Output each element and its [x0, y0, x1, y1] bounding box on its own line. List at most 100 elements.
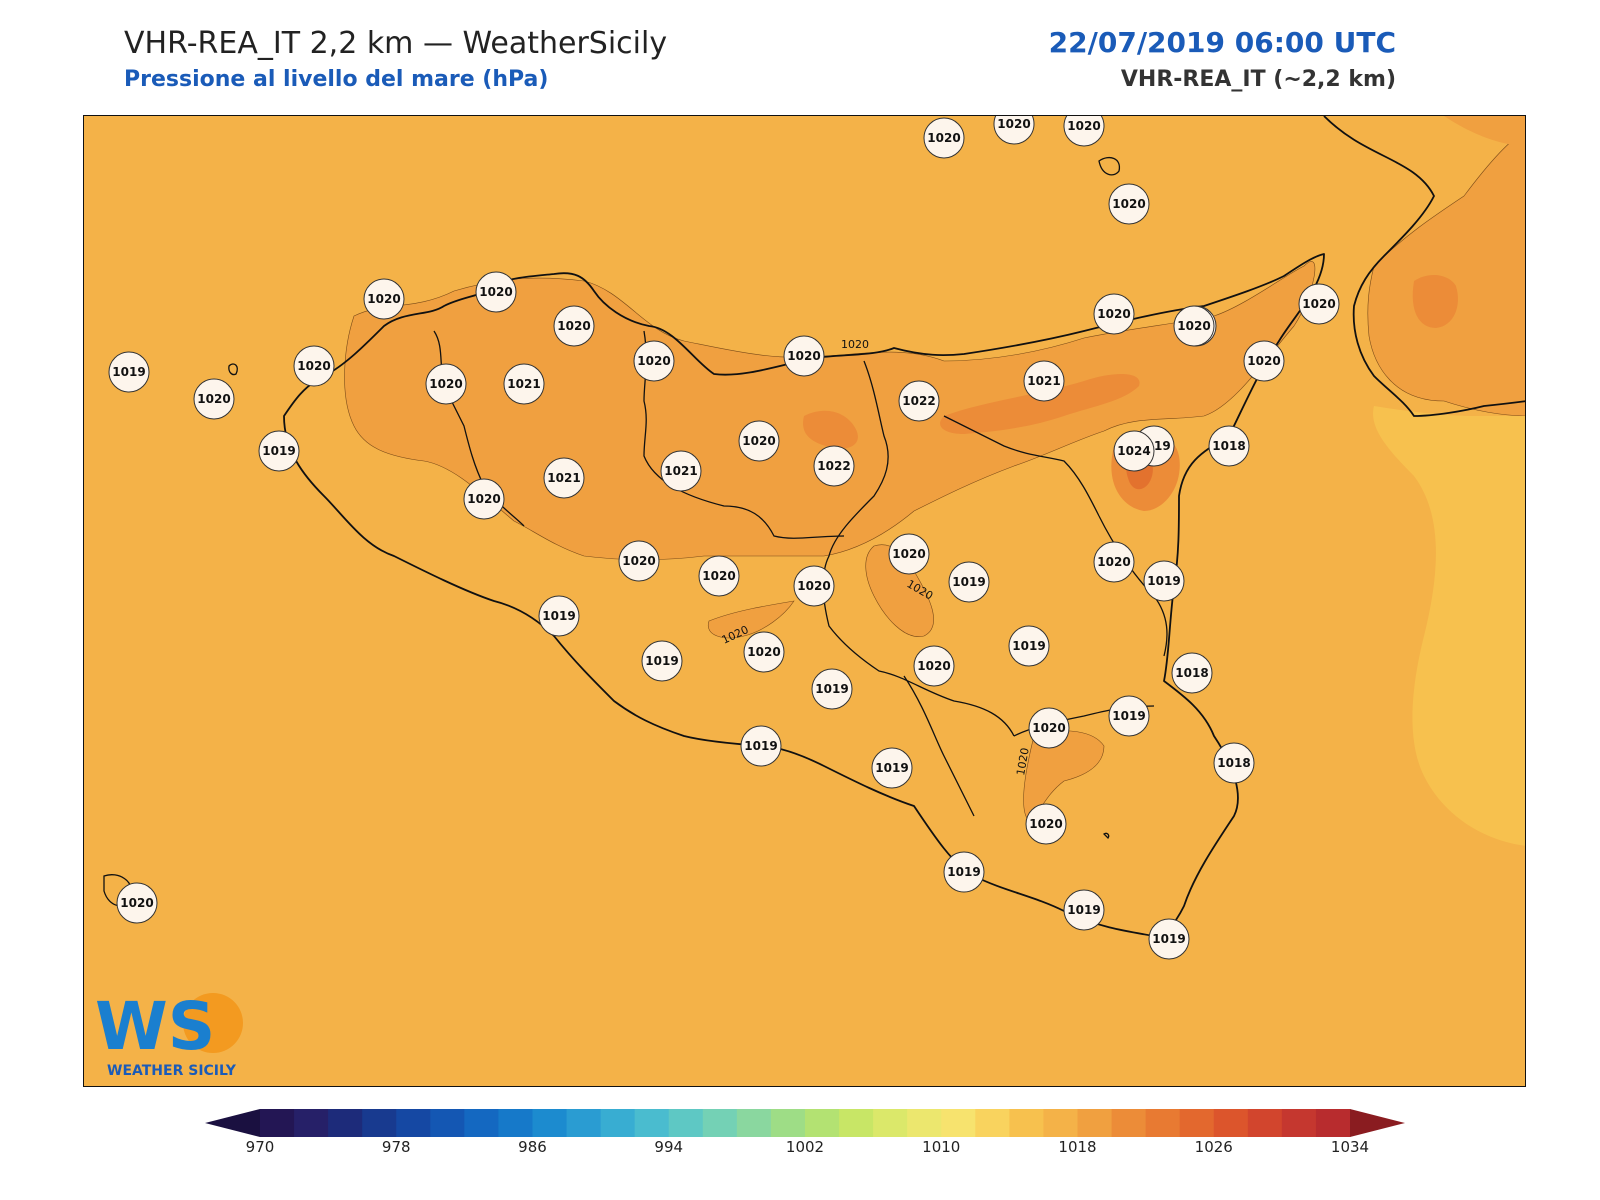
weathersicily-logo: WS WEATHER SICILY — [95, 988, 243, 1079]
station-value: 1018 — [1175, 666, 1208, 680]
station-value: 1020 — [747, 645, 780, 659]
station-circle — [993, 116, 1035, 145]
colorbar-swatch — [668, 1109, 704, 1137]
station-marker: 1020 — [1298, 283, 1340, 325]
station-marker: 1019 — [1148, 918, 1190, 960]
station-marker: 1020 — [363, 278, 405, 320]
station-circle — [1208, 425, 1250, 467]
colorbar-tick-label: 1010 — [922, 1138, 961, 1156]
field-zone-1021-ne — [1444, 116, 1525, 146]
station-circle — [538, 595, 580, 637]
station-circle — [1243, 340, 1285, 382]
station-marker: 1018 — [1213, 742, 1255, 784]
station-marker: 1020 — [783, 335, 825, 377]
station-marker: 1020 — [923, 117, 965, 159]
station-value: 1020 — [1177, 319, 1210, 333]
colorbar-swatch — [1281, 1109, 1317, 1137]
colorbar-tick-label: 994 — [654, 1138, 684, 1156]
map-subtitle: Pressione al livello del mare (hPa) — [124, 67, 549, 92]
station-circle — [293, 345, 335, 387]
station-circle — [793, 565, 835, 607]
station-value: 1020 — [1032, 721, 1065, 735]
station-value: 1019 — [1067, 903, 1100, 917]
colorbar-tick-label: 986 — [518, 1138, 547, 1156]
station-circle — [553, 305, 595, 347]
station-value: 1020 — [927, 131, 960, 145]
colorbar-swatch — [328, 1109, 363, 1137]
colorbar-swatch — [941, 1109, 976, 1137]
station-value: 1020 — [429, 377, 462, 391]
station-circle — [1093, 293, 1135, 335]
contour-label: 1020 — [1014, 747, 1032, 777]
station-marker: 1020 — [116, 882, 158, 924]
station-circle — [743, 631, 785, 673]
station-marker: 1019 — [1063, 889, 1105, 931]
station-marker: 1018 — [1171, 652, 1213, 694]
station-marker: 1019 — [1143, 560, 1185, 602]
station-circle — [258, 430, 300, 472]
colorbar-swatch — [1111, 1109, 1147, 1137]
station-value: 1020 — [622, 554, 655, 568]
station-marker: 1019 — [1008, 625, 1050, 667]
colorbar-swatch — [907, 1109, 942, 1137]
station-circle — [463, 478, 505, 520]
station-marker: 1019 — [948, 561, 990, 603]
station-marker: 1019 — [811, 668, 853, 710]
station-value: 1020 — [1067, 119, 1100, 133]
station-marker: 1020 — [1173, 305, 1215, 347]
station-value: 1019 — [645, 654, 678, 668]
station-marker: 1019 — [641, 640, 683, 682]
station-value: 1020 — [1112, 197, 1145, 211]
station-value: 1021 — [507, 377, 540, 391]
station-value: 1019 — [542, 609, 575, 623]
station-circle — [783, 335, 825, 377]
contour-label: 1020 — [841, 338, 869, 351]
station-value: 1019 — [744, 739, 777, 753]
station-marker: 1021 — [543, 457, 585, 499]
station-circle — [943, 851, 985, 893]
colorbar-swatch — [702, 1109, 738, 1137]
logo-caption: WEATHER SICILY — [107, 1063, 237, 1079]
station-marker: 1021 — [1023, 360, 1065, 402]
station-marker: 1022 — [813, 445, 855, 487]
colorbar-under-arrow — [205, 1109, 260, 1137]
colorbar-swatch — [1077, 1109, 1113, 1137]
pressure-map: 1020 1020 1020 1020 1020 1020 1020 1020 102… — [83, 115, 1526, 1087]
field-zone-1018-sea — [1373, 406, 1525, 846]
station-value: 1018 — [1217, 756, 1250, 770]
colorbar-swatch — [873, 1109, 908, 1137]
colorbar-swatch — [260, 1109, 295, 1137]
station-value: 1020 — [1097, 307, 1130, 321]
station-value: 1020 — [997, 117, 1030, 131]
colorbar-swatch — [975, 1109, 1010, 1137]
station-value: 1020 — [297, 359, 330, 373]
station-value: 1019 — [815, 682, 848, 696]
station-marker: 1020 — [698, 555, 740, 597]
station-marker: 1019 — [538, 595, 580, 637]
colorbar-tick-label: 970 — [245, 1138, 275, 1156]
station-circle — [1063, 889, 1105, 931]
station-circle — [813, 445, 855, 487]
map-svg: 1020 1020 1020 1020 1020 1020 10201020102… — [103, 116, 1525, 960]
station-value: 1021 — [664, 464, 697, 478]
colorbar-swatch — [805, 1109, 840, 1137]
station-circle — [1171, 652, 1213, 694]
colorbar-swatch — [294, 1109, 329, 1137]
station-circle — [660, 450, 702, 492]
station-marker: 1019 — [258, 430, 300, 472]
field-zone-1021-south-b — [1023, 730, 1105, 822]
colorbar-swatch — [634, 1109, 670, 1137]
colorbar-tick-label: 978 — [381, 1138, 411, 1156]
station-value: 1024 — [1117, 444, 1150, 458]
station-value: 1019 — [262, 444, 295, 458]
station-circle — [1173, 305, 1215, 347]
station-circle — [740, 725, 782, 767]
station-marker: 1020 — [1243, 340, 1285, 382]
colorbar-over-arrow — [1350, 1109, 1405, 1137]
station-circle — [1063, 116, 1105, 147]
station-value: 1020 — [367, 292, 400, 306]
field-zone-1022-east — [940, 374, 1140, 434]
colorbar-swatch — [839, 1109, 874, 1137]
station-value: 1021 — [1027, 374, 1060, 388]
map-title: VHR-REA_IT 2,2 km — WeatherSicily — [124, 26, 668, 61]
